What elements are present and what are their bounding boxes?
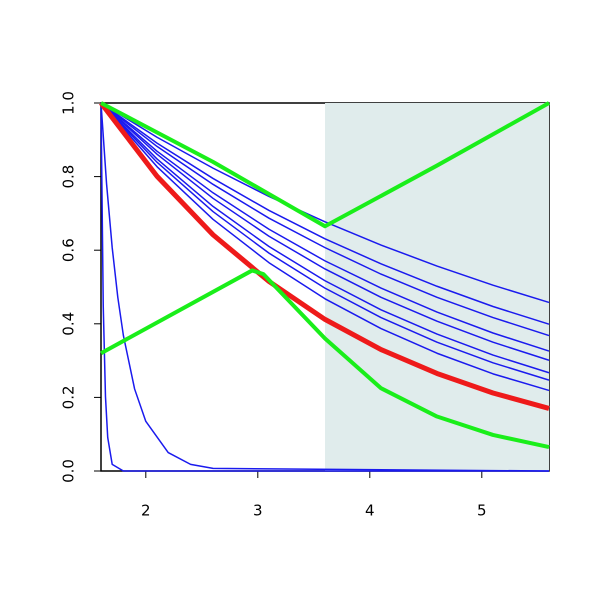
x-tick-label: 2 [141, 502, 151, 520]
series-line [100, 268, 550, 450]
x-tick-label: 4 [365, 502, 375, 520]
series-line [100, 102, 550, 325]
series-line [99, 101, 550, 411]
y-tick-label: 0.0 [60, 459, 78, 483]
y-tick-label: 0.4 [60, 312, 78, 336]
y-tick-label: 1.0 [60, 91, 78, 115]
y-tick-label: 0.2 [60, 385, 78, 409]
x-tick-label: 5 [477, 502, 487, 520]
y-tick-label: 0.6 [60, 238, 78, 262]
series-line [100, 102, 550, 374]
y-tick-label: 0.8 [60, 165, 78, 189]
series-line [100, 101, 550, 229]
series-line [100, 102, 550, 352]
series-line [100, 102, 550, 304]
series-line [100, 102, 550, 392]
series-line [100, 102, 550, 361]
series-line [100, 102, 550, 472]
series-line [100, 102, 549, 472]
series-line [100, 102, 550, 337]
x-tick-label: 3 [253, 502, 263, 520]
series-line [100, 102, 550, 381]
